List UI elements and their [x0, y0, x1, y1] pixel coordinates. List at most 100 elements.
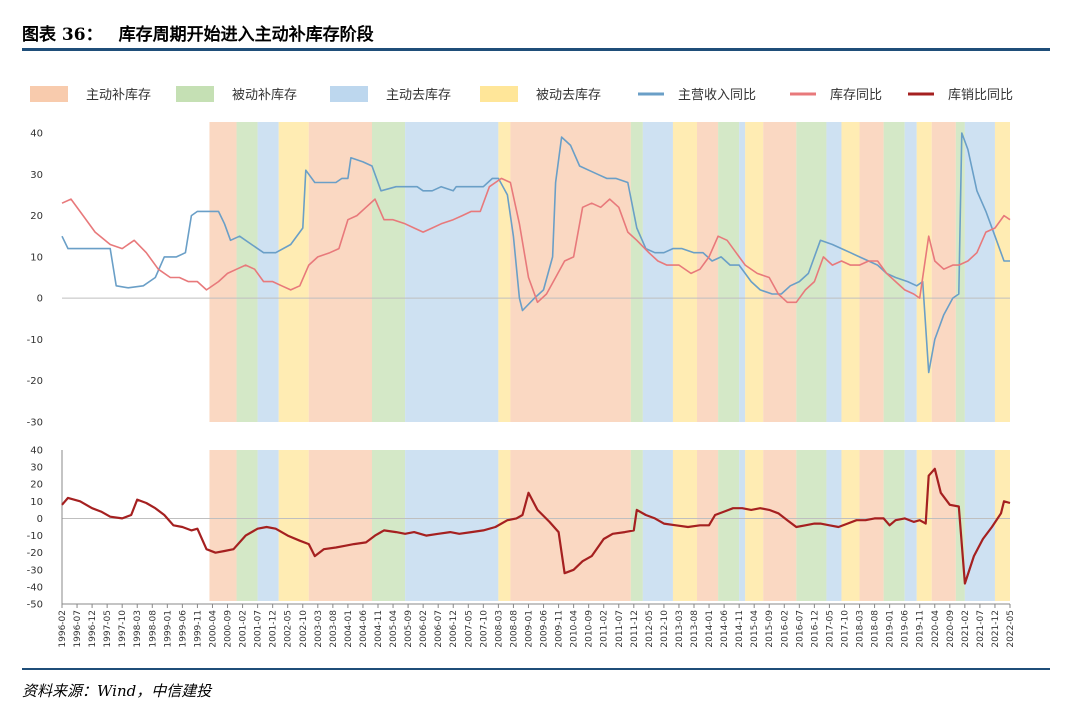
phase-band	[630, 122, 643, 422]
series-line	[61, 177, 1011, 304]
x-tick-label: 1998-08	[148, 610, 158, 648]
inventory-cycle-chart: 主动补库存 被动补库存 主动去库存 被动去库存 主营收入同比 库存同比 库销比同比 -30-…	[27, 86, 1016, 648]
x-tick-label: 2005-09	[404, 610, 414, 648]
x-tick-label: 2014-11	[735, 610, 745, 648]
phase-band	[630, 450, 643, 601]
phase-band	[739, 122, 746, 422]
x-tick-label: 2012-10	[660, 610, 670, 648]
phase-band	[883, 122, 905, 422]
x-tick-label: 2021-12	[991, 610, 1001, 648]
legend-label: 主动补库存	[86, 87, 151, 103]
x-tick-label: 2019-01	[886, 610, 896, 648]
phase-band	[964, 450, 995, 601]
x-tick-label: 2006-07	[434, 610, 444, 648]
x-tick-label: 2007-10	[479, 610, 489, 648]
x-tick-label: 2022-05	[1006, 610, 1016, 648]
y-tick-label: 20	[30, 480, 43, 491]
x-tick-label: 2016-12	[810, 610, 820, 648]
x-tick-label: 2014-06	[720, 610, 730, 648]
phase-band	[796, 122, 827, 422]
x-tick-label: 2019-11	[916, 610, 926, 648]
x-tick-label: 2016-02	[780, 610, 790, 648]
y-tick-label: -20	[27, 376, 43, 387]
legend: 主动补库存 被动补库存 主动去库存 被动去库存 主营收入同比 库存同比 库销比同比	[30, 86, 1013, 103]
phase-band	[763, 450, 797, 601]
x-tick-label: 2013-08	[690, 610, 700, 648]
phase-band	[826, 122, 842, 422]
y-tick-label: -30	[27, 418, 43, 429]
x-tick-label: 2008-03	[494, 610, 504, 648]
phase-band	[642, 450, 673, 601]
y-tick-label: 10	[30, 252, 43, 263]
legend-label: 库存同比	[830, 87, 882, 103]
footer-rule	[22, 668, 1050, 670]
phase-band	[697, 122, 719, 422]
x-tick-label: 2021-02	[961, 610, 971, 648]
x-tick-label: 2001-02	[239, 610, 249, 648]
x-tick-label: 2018-03	[856, 610, 866, 648]
phase-band	[278, 122, 309, 422]
phase-band	[718, 122, 740, 422]
x-tick-label: 2006-02	[419, 610, 429, 648]
phase-band	[859, 450, 884, 601]
x-tick-label: 1999-11	[193, 610, 203, 648]
x-tick-label: 2004-01	[344, 610, 354, 648]
y-tick-label: 20	[30, 211, 43, 222]
phase-band	[739, 450, 746, 601]
phase-band	[371, 122, 406, 422]
phase-band	[498, 122, 511, 422]
x-axis: 1996-02 1996-07 1996-12 1997-05 1997-10 1998-…	[58, 603, 1016, 648]
legend-label: 主动去库存	[386, 87, 451, 103]
y-tick-label: 10	[30, 497, 43, 508]
x-tick-label: 2011-07	[615, 610, 625, 648]
phase-band	[209, 450, 237, 601]
x-tick-label: 2020-09	[946, 610, 956, 648]
phase-band	[209, 122, 237, 422]
x-tick-label: 2019-06	[901, 610, 911, 648]
y-tick-label: -30	[27, 565, 43, 576]
x-tick-label: 2004-06	[359, 610, 369, 648]
y-tick-label: -20	[27, 548, 43, 559]
x-tick-label: 2021-07	[976, 610, 986, 648]
top-panel: -30 -20 -10 0 10 20 30 40	[27, 122, 1011, 429]
figure-title: 图表 36： 库存周期开始进入主动补库存阶段	[22, 20, 374, 45]
phase-band	[308, 450, 372, 601]
x-tick-label: 1997-10	[118, 610, 128, 648]
x-tick-label: 2009-01	[524, 610, 534, 648]
phase-band	[278, 450, 309, 601]
phase-band	[763, 122, 797, 422]
phase-band	[257, 122, 279, 422]
y-tick-label: -10	[27, 335, 43, 346]
phase-band	[964, 122, 995, 422]
legend-label: 库销比同比	[948, 87, 1013, 103]
legend-swatch	[480, 86, 518, 102]
x-tick-label: 2003-08	[329, 610, 339, 648]
y-tick-label: 40	[30, 129, 43, 140]
phase-band	[405, 450, 499, 601]
x-tick-label: 2010-04	[570, 610, 580, 648]
x-tick-label: 2017-05	[825, 610, 835, 648]
figure-number: 图表 36：	[22, 25, 103, 45]
phase-band	[955, 122, 965, 422]
y-tick-label: 0	[37, 514, 43, 525]
phase-band	[718, 450, 740, 601]
x-tick-label: 2001-07	[254, 610, 264, 648]
series-line	[61, 132, 1010, 374]
legend-label: 主营收入同比	[678, 88, 756, 103]
x-tick-label: 2002-10	[299, 610, 309, 648]
x-tick-label: 2011-02	[600, 610, 610, 648]
x-tick-label: 2015-04	[750, 610, 760, 648]
legend-swatch	[30, 86, 68, 102]
x-tick-label: 1996-12	[88, 610, 98, 648]
x-tick-label: 2000-04	[208, 610, 218, 648]
x-tick-label: 2009-06	[540, 610, 550, 648]
x-tick-label: 1997-05	[103, 610, 113, 648]
x-tick-label: 2008-08	[509, 610, 519, 648]
y-tick-label: 30	[30, 170, 43, 181]
phase-band	[236, 122, 258, 422]
y-tick-label: 0	[37, 294, 43, 305]
y-tick-label: -40	[27, 582, 43, 593]
y-tick-label: 40	[30, 446, 43, 457]
phase-band	[904, 450, 917, 601]
x-tick-label: 2004-11	[374, 610, 384, 648]
